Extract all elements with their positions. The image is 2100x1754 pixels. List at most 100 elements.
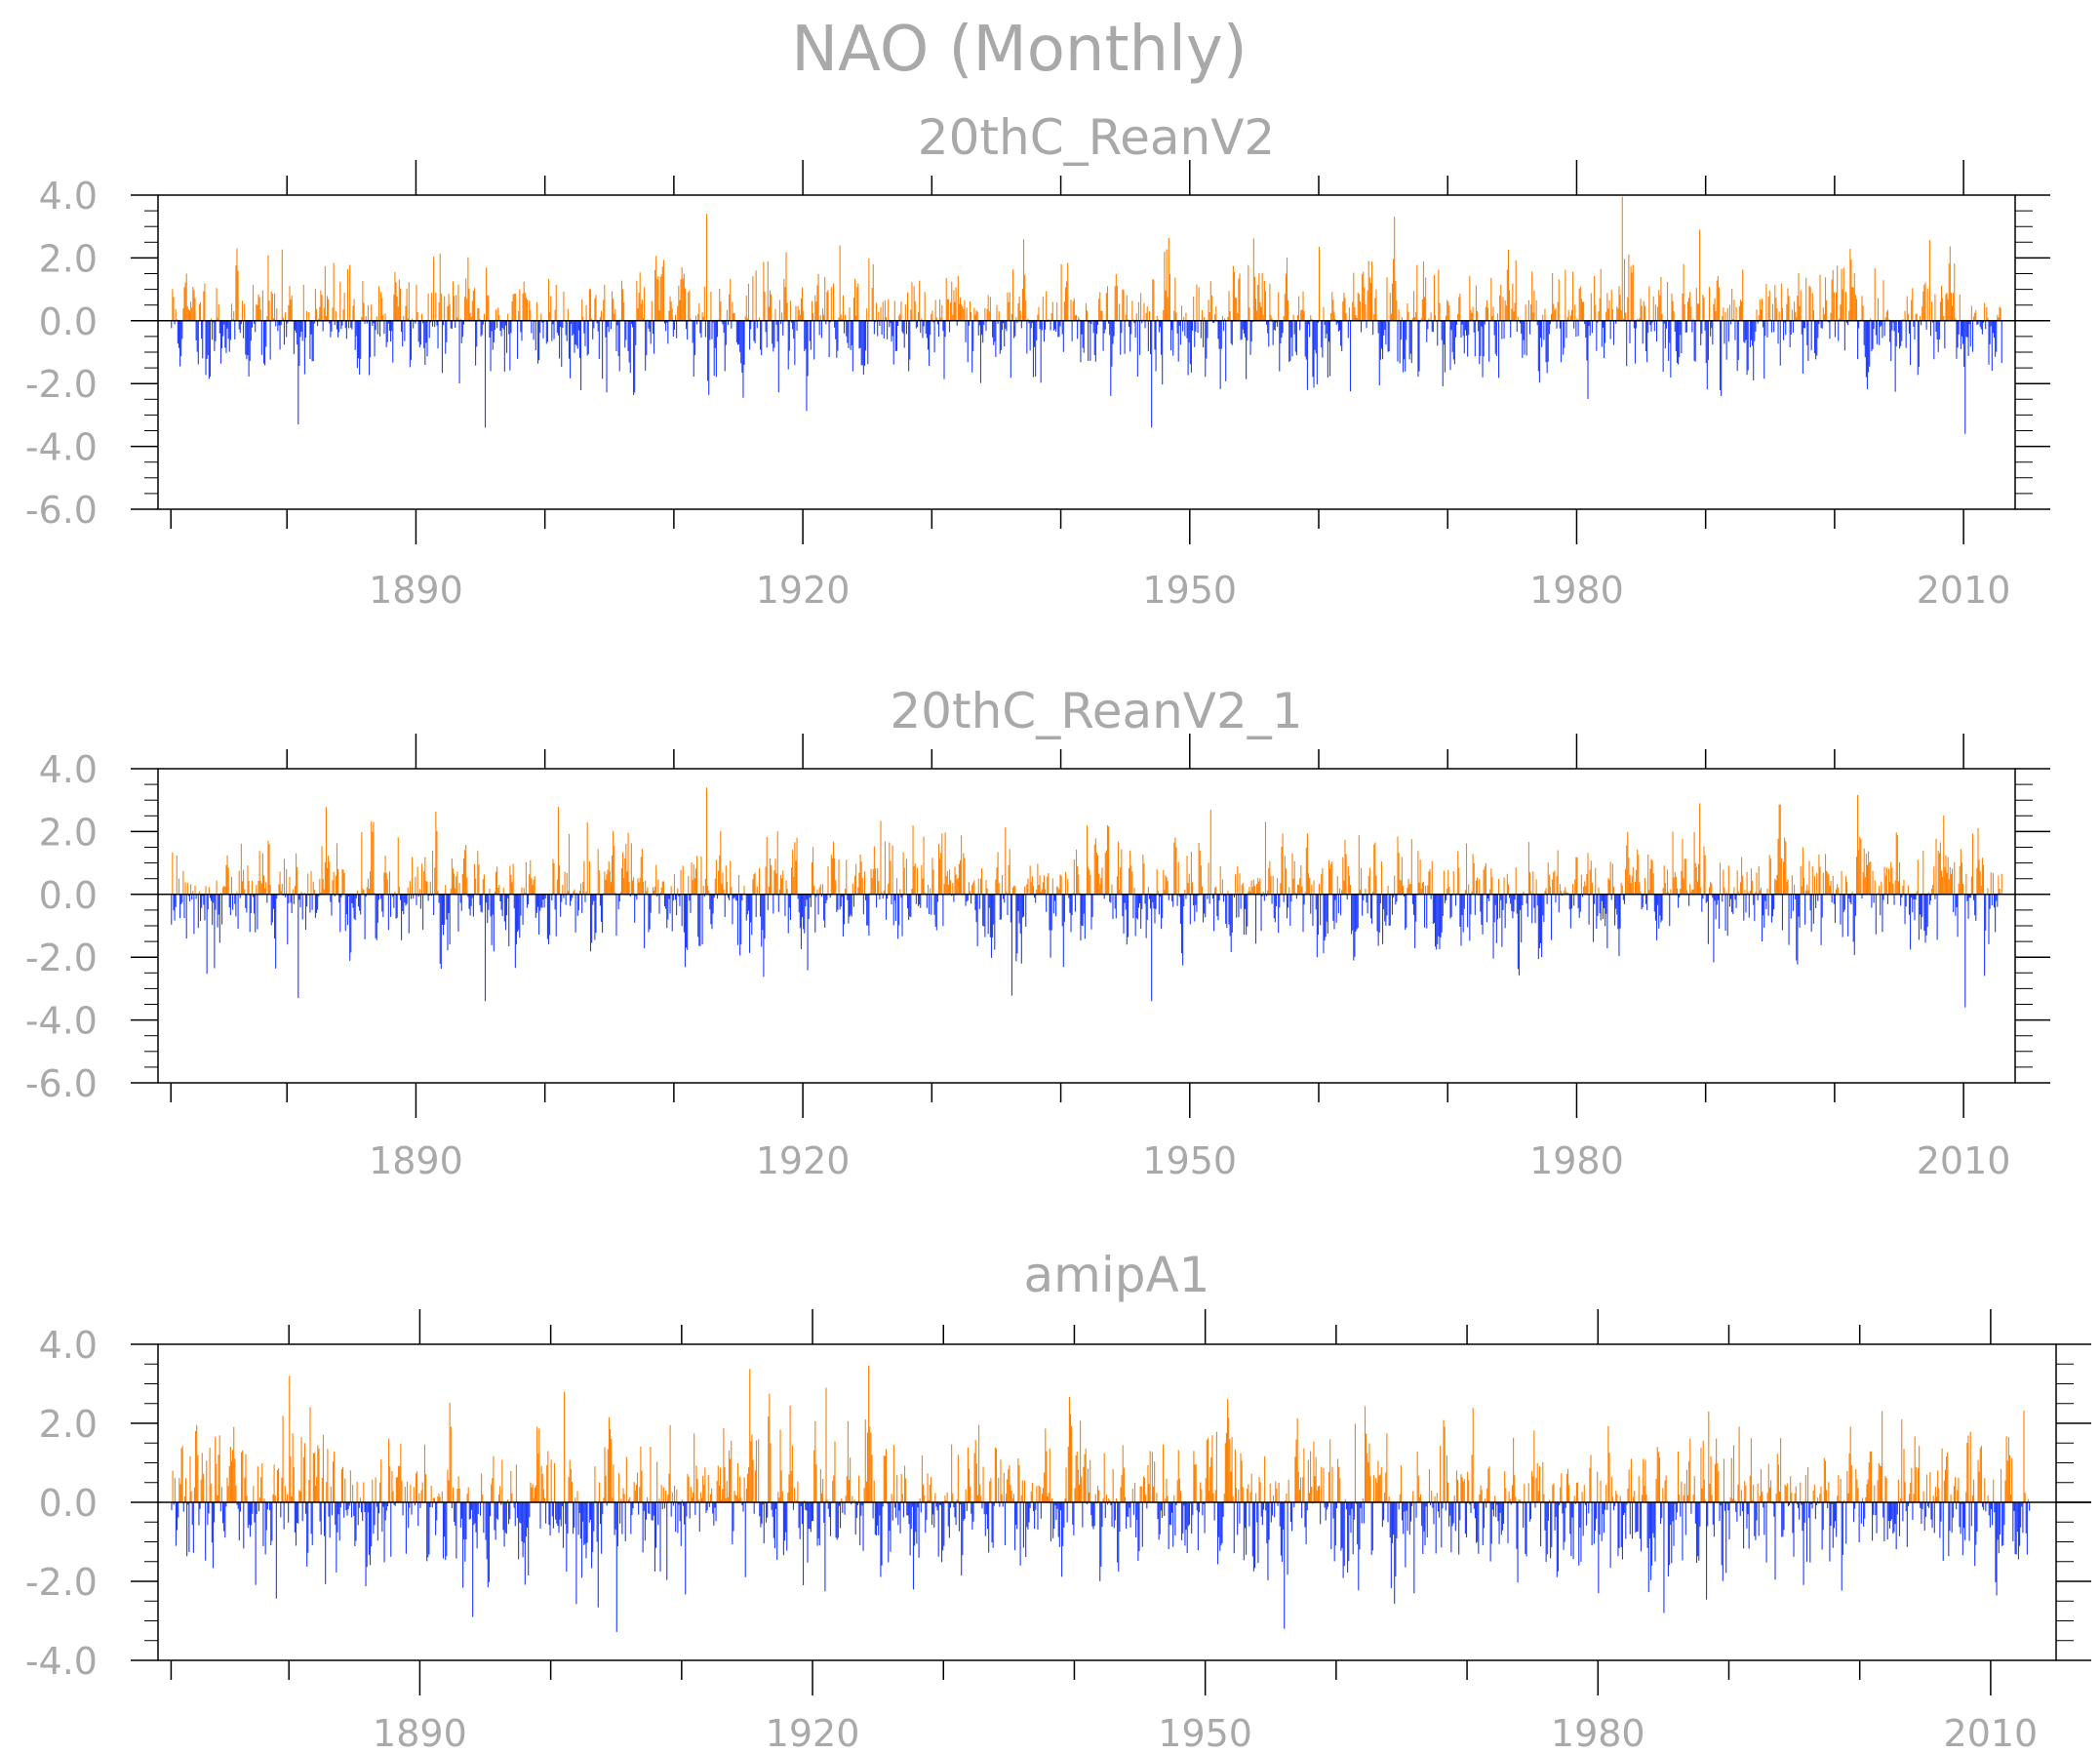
bar	[190, 1491, 192, 1502]
bar	[1191, 320, 1194, 331]
bar	[1868, 320, 1870, 373]
bar	[1662, 320, 1664, 373]
bar	[651, 1502, 653, 1521]
bar	[859, 320, 861, 348]
bar	[1532, 312, 1534, 321]
bar	[1980, 320, 1982, 330]
bar	[698, 303, 700, 321]
bar	[788, 1474, 790, 1502]
bar	[638, 293, 640, 321]
bar	[754, 320, 756, 343]
bar	[1165, 875, 1167, 895]
bar	[1395, 280, 1397, 321]
bar	[467, 894, 469, 897]
bar	[650, 1447, 652, 1502]
bar	[1072, 893, 1074, 895]
bar	[1778, 804, 1780, 895]
bar	[575, 1502, 577, 1605]
bar	[1970, 305, 1972, 321]
bar	[794, 320, 796, 366]
bar	[1342, 300, 1344, 321]
bar	[665, 1490, 667, 1502]
bar	[1701, 1488, 1703, 1502]
bar	[1858, 850, 1860, 895]
bar	[345, 320, 347, 339]
bar	[389, 1466, 391, 1502]
bar	[743, 320, 745, 365]
bar	[654, 269, 656, 321]
bar	[1331, 292, 1333, 321]
bar	[310, 320, 312, 335]
bar	[1167, 881, 1169, 895]
bar	[601, 1502, 603, 1554]
bar	[911, 1502, 913, 1507]
bar	[254, 894, 256, 914]
bar	[750, 320, 752, 330]
bar	[1705, 320, 1707, 364]
bar	[1375, 289, 1377, 321]
bar	[1198, 842, 1200, 895]
bar	[1408, 884, 1410, 895]
bar	[1573, 1495, 1575, 1502]
bar	[1101, 867, 1103, 895]
bar	[635, 1485, 637, 1502]
bar	[180, 1448, 182, 1502]
bar	[525, 861, 527, 895]
bar	[488, 1502, 490, 1582]
bar	[900, 1474, 902, 1502]
bar	[701, 312, 703, 321]
bar	[1035, 894, 1037, 903]
bar	[458, 882, 460, 895]
bar	[395, 894, 397, 919]
bar	[1303, 1448, 1305, 1502]
bar	[1417, 851, 1419, 895]
bar	[597, 849, 599, 895]
bar	[1784, 320, 1786, 323]
bar	[1422, 881, 1424, 895]
bar	[1610, 894, 1612, 900]
bar	[1324, 320, 1326, 325]
bar	[1675, 876, 1677, 895]
bar	[602, 894, 604, 934]
bar	[1692, 318, 1694, 321]
bar	[1201, 886, 1203, 895]
bar	[1636, 1502, 1638, 1532]
bar	[1193, 296, 1195, 321]
bar	[1220, 1502, 1222, 1546]
bar	[412, 318, 414, 321]
bar	[1611, 1496, 1613, 1502]
bar	[404, 1487, 406, 1502]
bar	[856, 287, 858, 321]
bar	[1123, 290, 1125, 321]
bar	[1043, 320, 1046, 342]
bar	[460, 320, 462, 343]
bar	[958, 1502, 961, 1532]
bar	[1291, 320, 1293, 357]
bar	[1203, 894, 1205, 923]
bar	[1875, 320, 1877, 336]
bar	[1141, 1502, 1143, 1547]
bar	[1295, 1439, 1297, 1502]
bar	[1556, 1502, 1558, 1577]
bar	[1146, 1502, 1148, 1509]
bar	[474, 1502, 476, 1524]
bar	[615, 320, 617, 352]
bar	[795, 860, 797, 895]
bar	[1135, 313, 1137, 321]
bar	[205, 320, 207, 376]
bar	[382, 894, 384, 918]
bar	[1603, 320, 1605, 359]
bar	[489, 1502, 492, 1517]
bar	[1180, 305, 1183, 321]
bar	[1892, 320, 1894, 323]
y-tick-label: -6.0	[25, 489, 98, 532]
bar	[1340, 320, 1342, 346]
bar	[214, 1502, 216, 1523]
bar	[1996, 894, 1998, 901]
bar	[879, 894, 881, 900]
bar	[1642, 320, 1644, 344]
bar	[338, 1502, 340, 1541]
bar	[1009, 1465, 1010, 1502]
bar	[829, 894, 831, 898]
bar	[1940, 870, 1943, 895]
